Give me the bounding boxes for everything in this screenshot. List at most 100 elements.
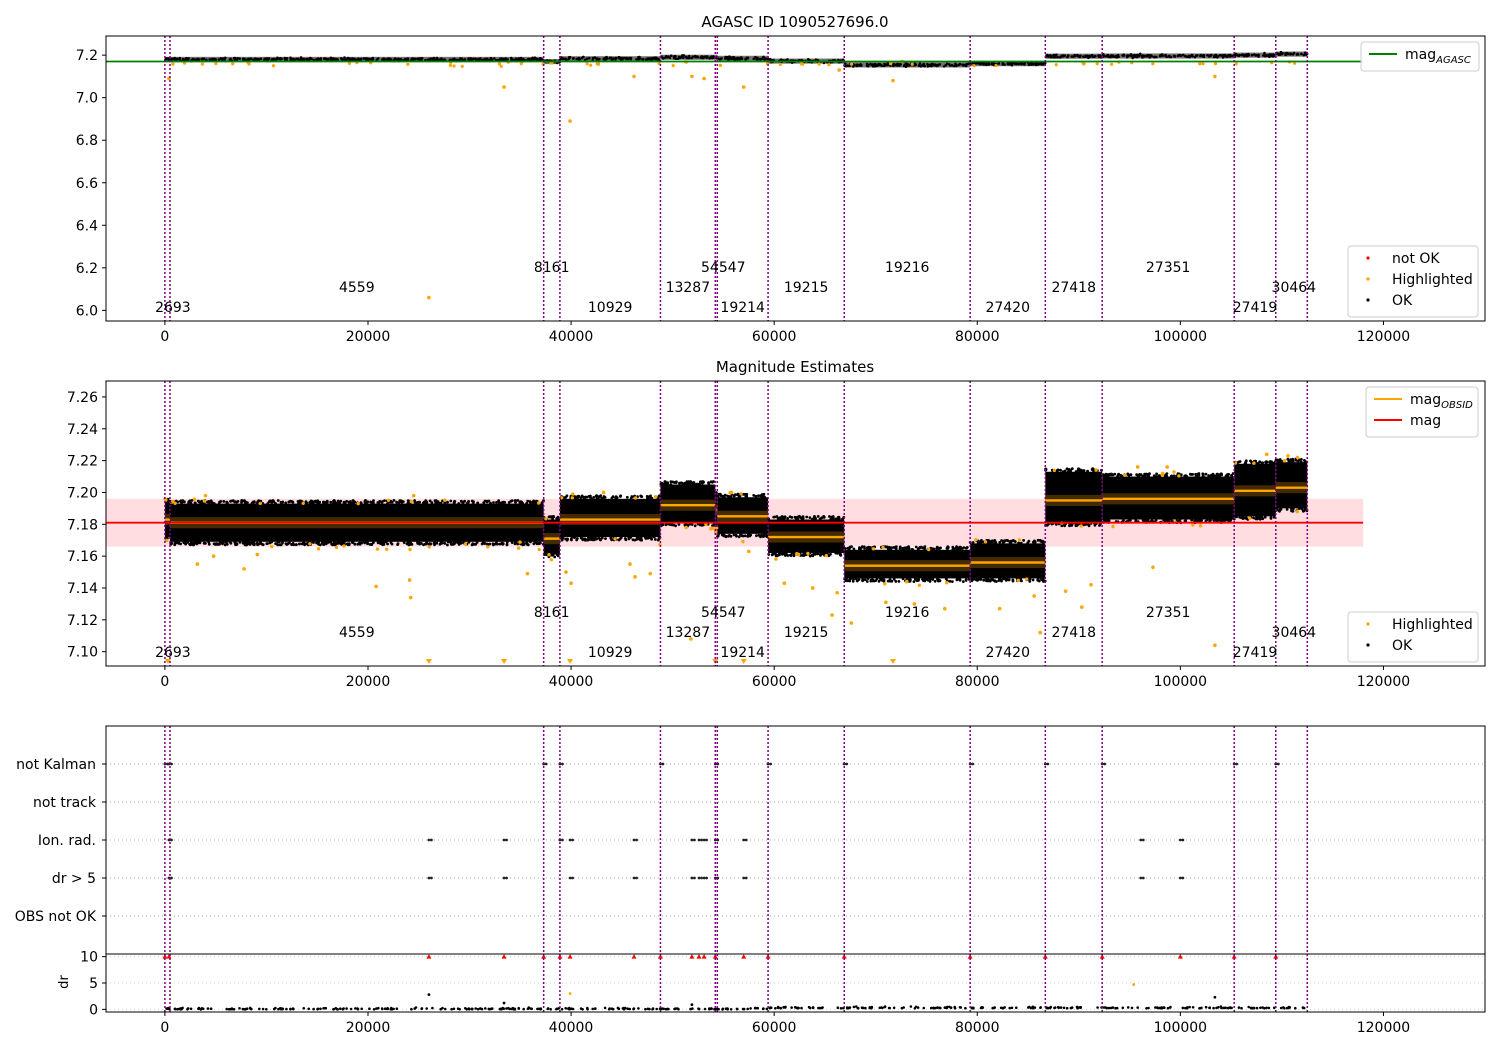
ok-point	[654, 538, 657, 541]
ok-point	[1076, 523, 1080, 526]
ok-point	[461, 501, 465, 505]
highlighted-point	[1172, 470, 1176, 474]
ok-point	[650, 536, 653, 540]
dr-ok-point	[909, 1005, 913, 1008]
ok-point	[1147, 474, 1150, 478]
ok-point	[695, 482, 699, 486]
highlighted-point	[1252, 461, 1256, 465]
dr-ok-point	[465, 1008, 469, 1011]
ok-point	[1120, 474, 1124, 478]
ok-point	[1211, 474, 1215, 478]
ok-point	[500, 541, 504, 545]
ok-point	[251, 541, 255, 544]
ok-point	[640, 495, 644, 498]
dr-ok-point	[209, 1007, 213, 1010]
ok-point	[819, 554, 822, 557]
ok-point	[1197, 518, 1201, 522]
ok-point	[591, 536, 595, 540]
dr-ok-point	[756, 1006, 759, 1010]
dr-ok-point	[392, 1007, 395, 1011]
ok-point	[998, 577, 1001, 581]
dr-ok-point	[807, 1005, 811, 1009]
dr-ok-point	[1057, 1006, 1061, 1009]
ok-point	[1190, 518, 1194, 522]
highlighted-point	[571, 492, 575, 496]
dr-ok-point	[1240, 1006, 1243, 1010]
flag-point	[1181, 876, 1185, 880]
ok-point	[746, 534, 750, 537]
ok-point	[252, 543, 256, 547]
ok-point	[351, 541, 354, 544]
ok-point	[261, 502, 265, 505]
ok-point	[588, 536, 591, 539]
ok-point	[187, 500, 191, 503]
dr-ok-point	[1263, 1007, 1266, 1010]
y-tick-label: 7.12	[67, 613, 98, 629]
ok-point-band	[844, 62, 971, 68]
obsid-label: 19216	[885, 260, 930, 276]
dr-ok-point	[258, 1007, 261, 1011]
ok-point	[998, 540, 1002, 544]
highlighted-point	[200, 62, 204, 66]
ok-point	[1037, 579, 1041, 583]
ok-point	[630, 495, 634, 498]
ok-point	[1230, 474, 1233, 477]
dr-ok-point	[790, 1006, 793, 1009]
ok-point	[931, 577, 934, 581]
ok-point	[245, 543, 249, 547]
dr-ok-point	[637, 1007, 640, 1010]
dr-ok-point	[316, 1007, 320, 1011]
ok-point	[419, 542, 423, 545]
highlighted-point	[827, 63, 831, 67]
obsid-label: 10929	[588, 645, 633, 661]
ok-point	[974, 578, 978, 582]
ok-point	[734, 533, 738, 537]
ok-point	[1237, 460, 1241, 464]
ok-point	[652, 535, 656, 539]
dr-ok-point	[868, 1006, 872, 1009]
ok-point	[1183, 519, 1187, 523]
ok-point	[933, 579, 937, 583]
highlighted-point	[633, 496, 638, 500]
ok-point	[435, 540, 438, 544]
ok-point	[1280, 459, 1284, 463]
x-tick-label: 120000	[1357, 1020, 1410, 1036]
obsid-label: 27418	[1051, 625, 1096, 641]
highlighted-point	[342, 544, 346, 548]
ok-point	[1194, 472, 1197, 476]
ok-point	[443, 542, 447, 545]
ok-point	[1129, 473, 1133, 476]
ok-point	[781, 515, 785, 519]
dr-ok-point	[368, 1007, 371, 1010]
highlighted-point	[1079, 524, 1083, 528]
ok-point	[901, 577, 905, 581]
flag-point	[1103, 762, 1107, 766]
ok-point	[972, 577, 976, 581]
ok-point	[1152, 474, 1156, 478]
dr-ok-point	[1039, 1006, 1042, 1010]
dr-ok-point	[754, 1006, 758, 1010]
ok-point	[781, 551, 784, 555]
highlighted-point	[689, 637, 693, 641]
panel-1-title: AGASC ID 1090527696.0	[701, 13, 888, 31]
plot-background	[106, 954, 1485, 1012]
dr-ok-point	[948, 1005, 951, 1009]
highlighted-point	[1295, 455, 1300, 460]
ok-point	[863, 578, 867, 582]
highlighted-point	[203, 493, 208, 498]
obsid-label: 19215	[784, 625, 829, 641]
ok-point	[776, 554, 779, 558]
highlighted-point	[835, 590, 839, 595]
y-tick-label: 7.0	[76, 91, 98, 107]
highlighted-point	[718, 63, 723, 67]
highlighted-point	[1191, 523, 1195, 527]
ok-point	[865, 580, 869, 583]
ok-point	[701, 523, 705, 527]
flag-point	[697, 876, 701, 880]
flag-point	[430, 876, 433, 880]
ok-point	[492, 501, 495, 504]
ok-point	[369, 500, 372, 504]
obsid-label: 27420	[985, 645, 1030, 661]
ok-point	[673, 481, 677, 484]
ok-point	[225, 542, 229, 546]
